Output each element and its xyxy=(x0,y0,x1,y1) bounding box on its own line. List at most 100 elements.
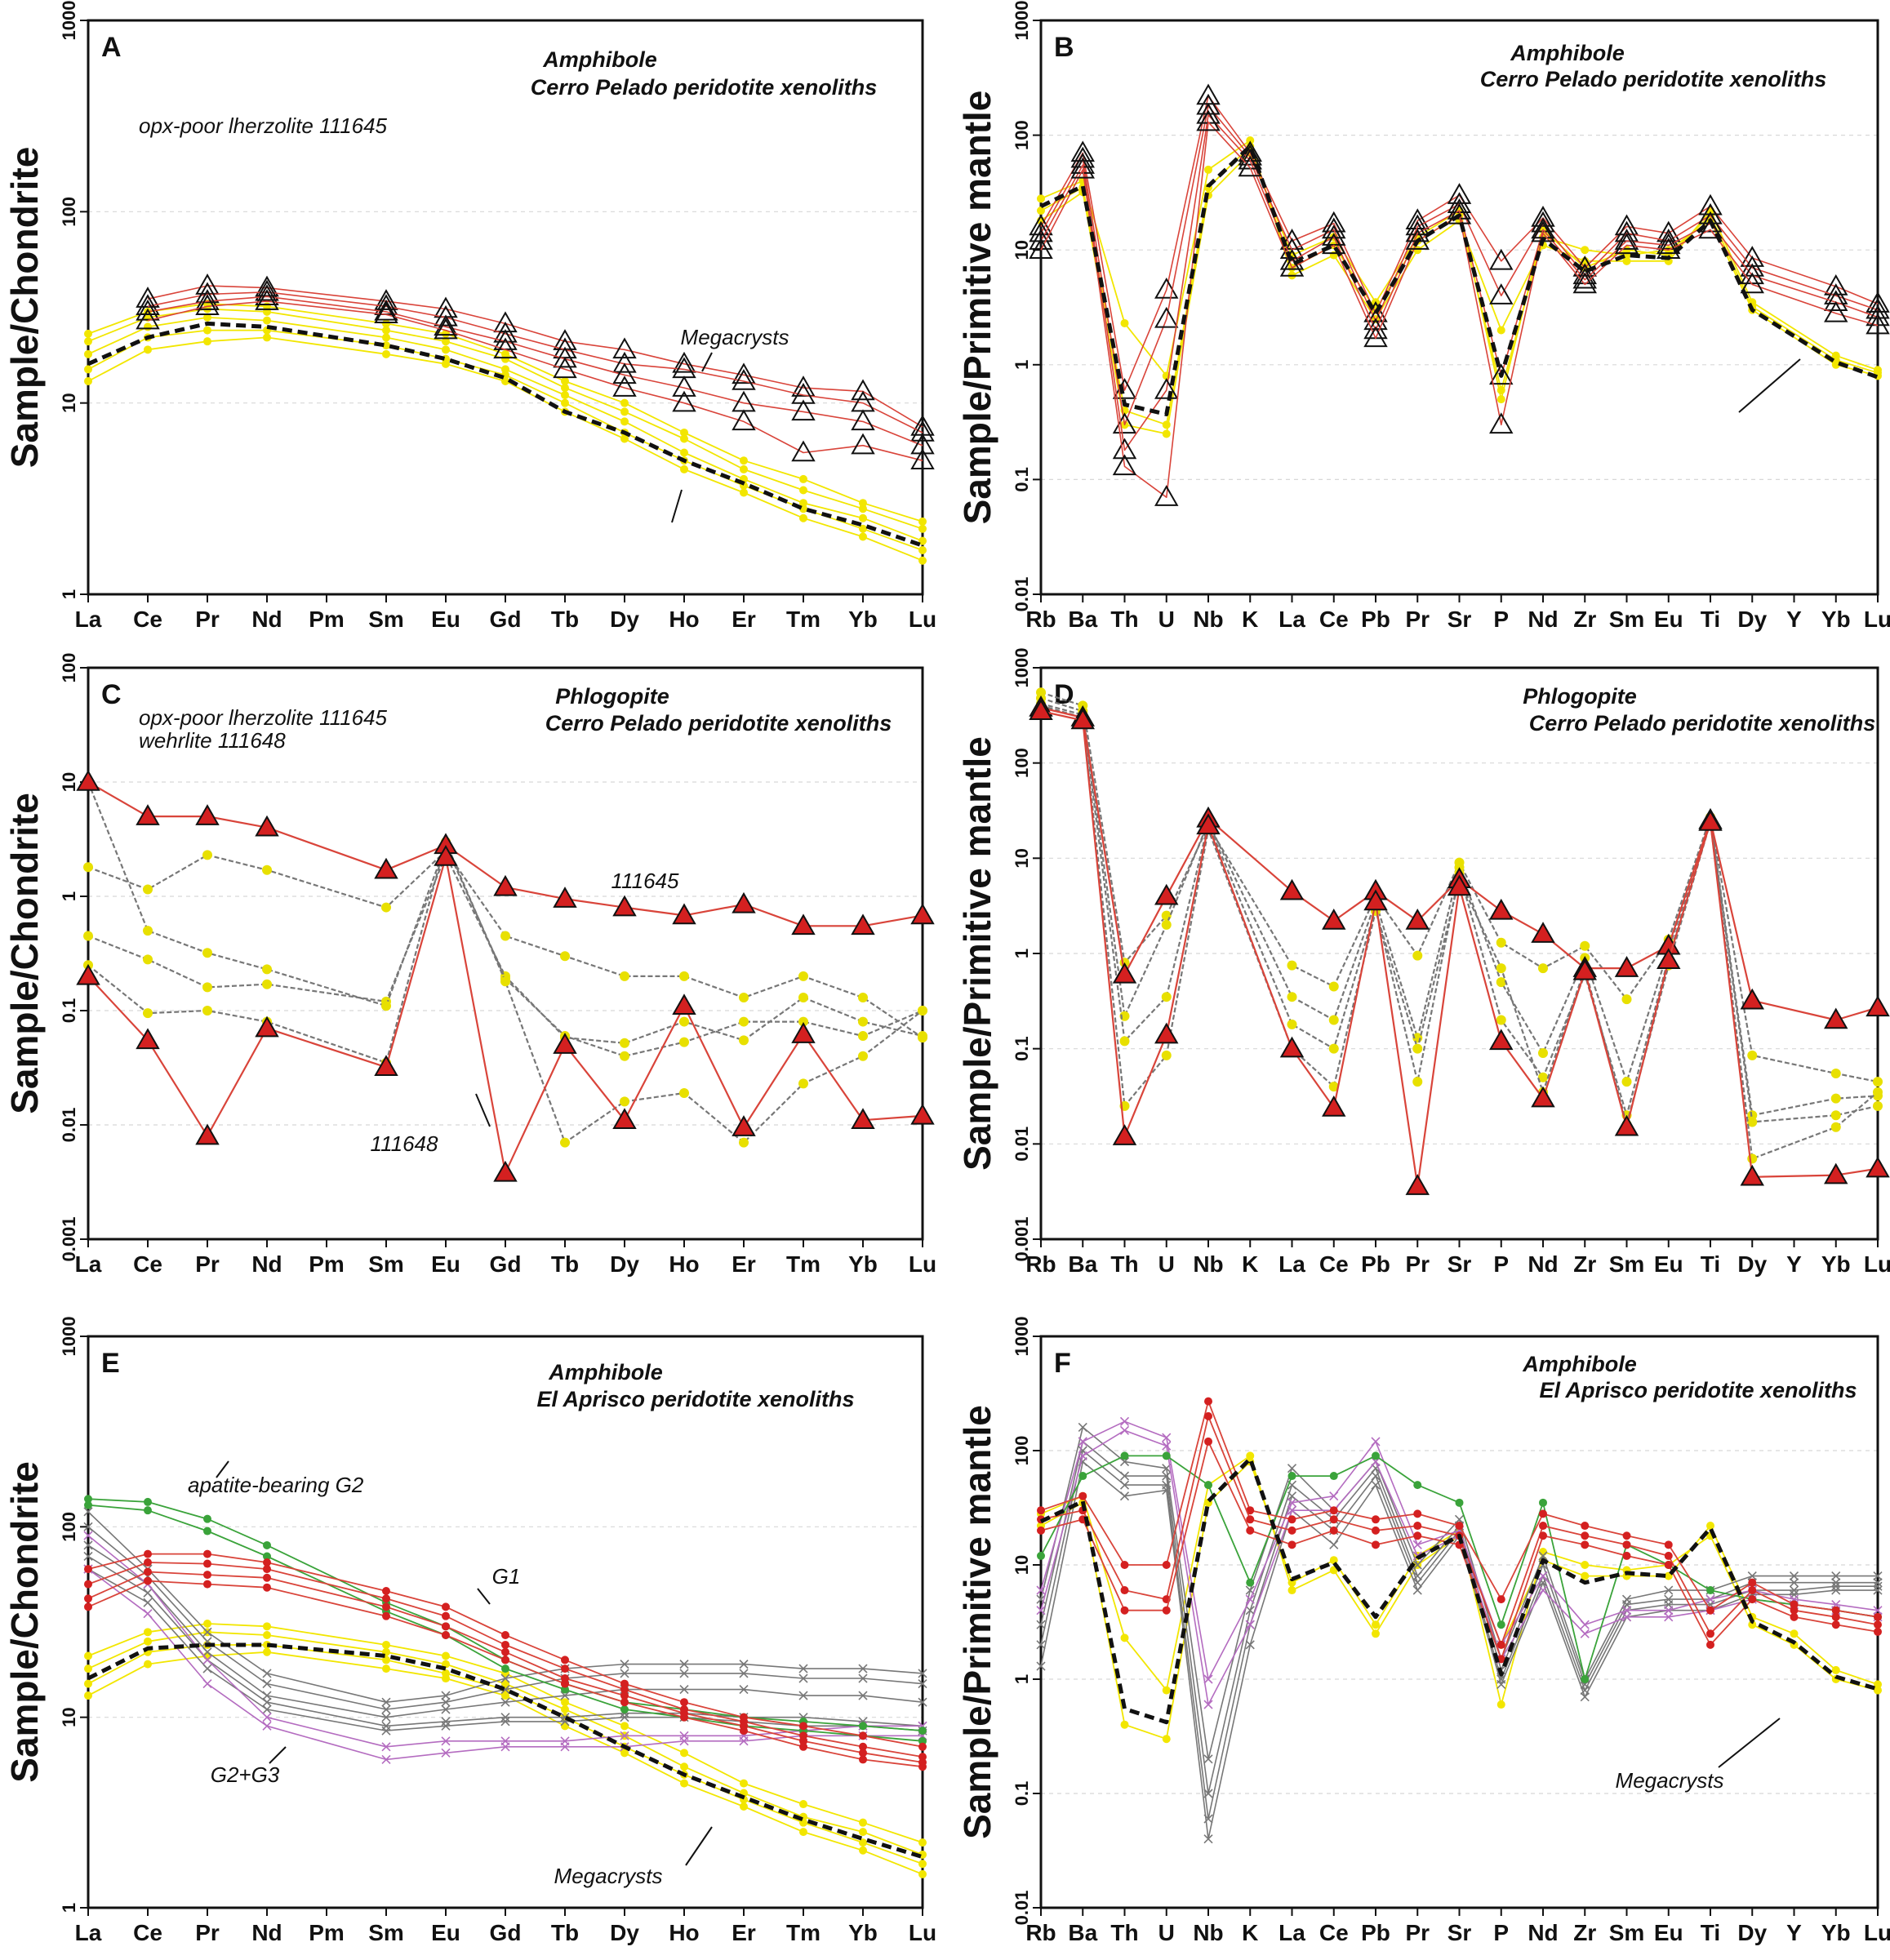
data-point xyxy=(1405,1174,1430,1195)
annotation: opx-poor lherzolite 111645 xyxy=(139,705,388,730)
data-point xyxy=(1120,318,1129,327)
data-point xyxy=(1489,412,1514,434)
data-point xyxy=(918,545,927,554)
x-tick-label: Tb xyxy=(551,1920,579,1945)
data-point xyxy=(799,499,807,508)
data-point xyxy=(441,1721,451,1731)
data-point xyxy=(1824,290,1848,312)
data-point xyxy=(83,1522,93,1531)
data-point xyxy=(1119,1425,1130,1435)
x-tick-label: La xyxy=(1279,607,1305,632)
data-point xyxy=(1581,246,1590,255)
series-megacryst-mean xyxy=(1039,1456,1879,1725)
panel-title-line: Phlogopite xyxy=(1523,684,1636,709)
data-point xyxy=(262,1679,272,1689)
x-tick-label: Sm xyxy=(1609,607,1645,632)
data-point xyxy=(263,1552,271,1561)
x-tick-label: Ce xyxy=(1319,1251,1349,1277)
data-point xyxy=(1029,238,1053,259)
data-point xyxy=(374,299,398,321)
data-point xyxy=(1120,1720,1129,1729)
data-point xyxy=(143,1588,153,1598)
x-tick-label: Nb xyxy=(1193,607,1223,632)
x-tick-label: Ce xyxy=(1319,607,1349,632)
data-point xyxy=(441,1697,451,1707)
x-tick-label: Ho xyxy=(669,1251,699,1277)
data-point xyxy=(1621,994,1632,1005)
data-point xyxy=(1531,922,1555,943)
data-point xyxy=(1621,1077,1632,1087)
series-line xyxy=(87,1553,923,1748)
data-point xyxy=(203,1514,211,1523)
x-tick-label: Lu xyxy=(909,607,936,632)
data-point xyxy=(374,857,398,879)
data-point xyxy=(910,448,935,469)
annotation-pointer xyxy=(1718,1718,1781,1768)
data-point xyxy=(76,769,100,791)
data-point xyxy=(382,349,390,358)
data-point xyxy=(680,464,688,473)
annotation: apatite-bearing G2 xyxy=(188,1473,364,1497)
data-point xyxy=(1489,363,1514,385)
data-point xyxy=(561,1705,569,1714)
data-point xyxy=(859,1722,867,1731)
data-point xyxy=(612,362,637,384)
data-point xyxy=(1036,1640,1046,1650)
data-point xyxy=(918,1031,927,1042)
data-point xyxy=(1496,977,1506,988)
x-tick-label: Er xyxy=(732,607,756,632)
data-point xyxy=(620,407,629,416)
data-point xyxy=(1405,229,1430,250)
data-point xyxy=(1531,205,1555,227)
data-point xyxy=(136,1028,160,1050)
series-line xyxy=(87,854,923,1044)
y-tick-label: 0.1 xyxy=(1012,467,1032,492)
x-tick-label: Yb xyxy=(848,1920,878,1945)
series-line xyxy=(87,1544,923,1718)
data-point xyxy=(500,1673,510,1683)
data-point xyxy=(1246,1451,1255,1460)
data-point xyxy=(918,524,927,533)
data-point xyxy=(910,903,935,925)
y-tick-label: 100 xyxy=(1012,120,1032,150)
data-point xyxy=(612,895,637,917)
data-point xyxy=(1581,256,1590,265)
data-point xyxy=(255,1016,279,1038)
data-point xyxy=(441,1748,451,1758)
data-point xyxy=(1371,1457,1381,1467)
x-tick-label: Ti xyxy=(1701,607,1720,632)
data-point xyxy=(791,913,816,936)
data-point xyxy=(1581,1675,1590,1683)
data-point xyxy=(1037,1526,1045,1535)
panel-c: 0.001 0.01 0.1 1 10 100 La Ce Pr Nd Pm Sm Eu Gd Tb Dy Ho… xyxy=(3,653,936,1277)
series-line xyxy=(87,1511,923,1703)
x-tick-label: K xyxy=(1242,1920,1258,1945)
x-tick-label: Pr xyxy=(1405,1920,1430,1945)
data-point xyxy=(382,1664,390,1673)
y-tick-label: 0.1 xyxy=(59,998,79,1024)
data-point xyxy=(918,1838,927,1847)
panel-letter: C xyxy=(101,679,122,710)
y-tick-label: 1 xyxy=(1012,360,1032,370)
series-g1-1 xyxy=(84,1549,927,1751)
x-tick-label: Th xyxy=(1110,1251,1138,1277)
data-point xyxy=(1070,708,1095,730)
data-point xyxy=(500,1697,510,1707)
data-point xyxy=(1279,1036,1305,1058)
data-point xyxy=(83,1531,93,1540)
x-tick-label: Yb xyxy=(1821,607,1851,632)
data-point xyxy=(799,486,807,495)
data-point xyxy=(493,874,518,896)
data-point xyxy=(202,1655,212,1664)
plot-frame xyxy=(87,1335,924,1909)
data-point xyxy=(382,1587,390,1596)
data-point xyxy=(500,1713,510,1722)
data-point xyxy=(1037,1551,1045,1560)
data-point xyxy=(1154,883,1179,905)
x-tick-label: Lu xyxy=(1864,1920,1890,1945)
series-line xyxy=(87,781,923,1057)
data-point xyxy=(1489,283,1514,304)
data-point xyxy=(501,1631,509,1640)
data-point xyxy=(1287,1540,1296,1549)
data-point xyxy=(1372,1620,1380,1629)
